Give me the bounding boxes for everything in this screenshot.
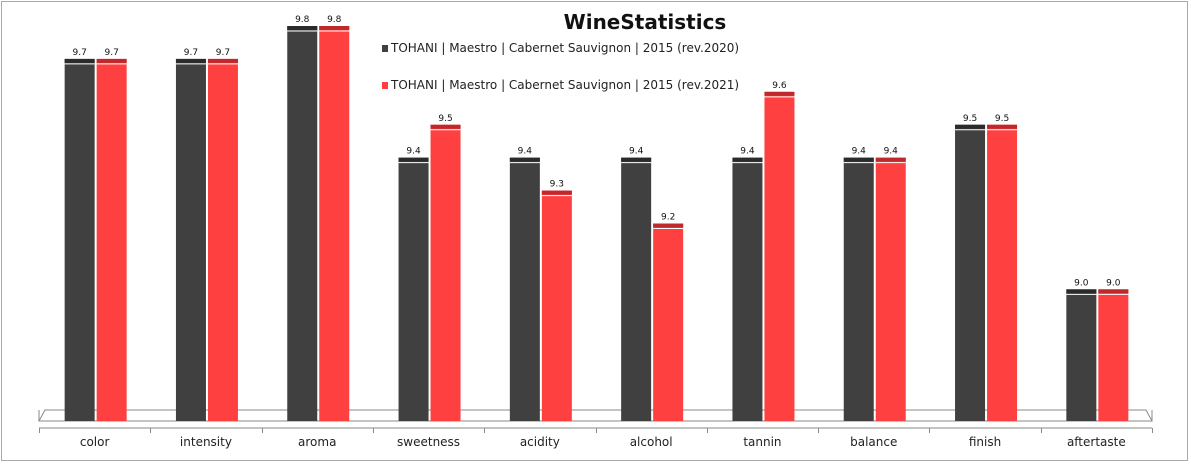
bar-cap-series-2 <box>96 58 127 63</box>
bar-value-label: 9.4 <box>740 147 755 157</box>
bar-cap-series-1 <box>398 157 429 162</box>
bar-value-label: 9.7 <box>216 48 230 58</box>
x-tick-label: tannin <box>743 435 781 449</box>
bar-series-1 <box>64 58 95 422</box>
bar-series-1 <box>955 124 986 421</box>
legend-item-series-1: TOHANI | Maestro | Cabernet Sauvignon | … <box>382 41 739 55</box>
bar-series-1 <box>621 157 652 421</box>
bar-cap-series-1 <box>175 58 206 63</box>
bar-cap-series-2 <box>541 190 572 195</box>
bar-value-label: 9.0 <box>1074 278 1089 288</box>
chart-title: WineStatistics <box>563 10 727 34</box>
bar-series-2 <box>875 157 906 421</box>
bar-value-label: 9.4 <box>406 147 421 157</box>
bar-series-2 <box>764 91 795 421</box>
bar-series-2 <box>96 58 127 422</box>
bar-cap-series-1 <box>509 157 540 162</box>
bar-cap-series-2 <box>319 26 350 30</box>
bar-series-1 <box>398 157 429 421</box>
x-tick-label: balance <box>850 435 897 449</box>
bar-value-label: 9.5 <box>963 114 977 124</box>
bar-cap-series-1 <box>287 26 318 30</box>
bar-cap-series-2 <box>653 223 684 228</box>
x-tick-label: alcohol <box>630 435 673 449</box>
bar-series-2 <box>653 223 684 421</box>
bar-series-2 <box>207 58 238 422</box>
bar-series-1 <box>175 58 206 422</box>
bar-value-label: 9.8 <box>327 15 342 25</box>
bar-value-label: 9.7 <box>72 48 86 58</box>
bar-value-label: 9.8 <box>295 15 310 25</box>
legend-swatch-series-2 <box>382 82 388 89</box>
bar-value-label: 9.4 <box>629 147 644 157</box>
bar-series-2 <box>1098 289 1129 421</box>
bar-cap-series-2 <box>875 157 906 162</box>
bar-value-label: 9.4 <box>852 147 867 157</box>
bar-cap-series-2 <box>430 124 461 129</box>
x-tick-label: intensity <box>180 435 232 449</box>
bar-cap-series-1 <box>955 124 986 129</box>
bar-series-1 <box>843 157 874 421</box>
bar-value-label: 9.2 <box>661 213 675 223</box>
bar-series-2 <box>987 124 1018 421</box>
bar-value-label: 9.5 <box>438 114 452 124</box>
bar-cap-series-2 <box>207 58 238 63</box>
bar-cap-series-1 <box>1066 289 1097 294</box>
bar-series-2 <box>319 26 350 421</box>
bar-cap-series-2 <box>1098 289 1129 294</box>
x-tick-label: aftertaste <box>1067 435 1126 449</box>
bar-value-label: 9.0 <box>1106 278 1121 288</box>
bar-series-1 <box>732 157 763 421</box>
bar-cap-series-1 <box>732 157 763 162</box>
bar-value-label: 9.6 <box>772 81 787 91</box>
x-tick-label: color <box>80 435 110 449</box>
x-axis: color intensity aroma sweetness acidity alcoh… <box>39 427 1153 449</box>
bar-cap-series-1 <box>621 157 652 162</box>
bar-series-2 <box>541 190 572 421</box>
bar-series-1 <box>1066 289 1097 421</box>
legend-label-series-1: TOHANI | Maestro | Cabernet Sauvignon | … <box>391 41 740 55</box>
x-tick-label: acidity <box>520 435 560 449</box>
bar-series-2 <box>430 124 461 421</box>
bars-group: 9.7 9.7 9.7 9.7 9.8 9.8 9.4 9.5 9.4 9.3 9.4 9.2 9.4 9… <box>64 15 1129 422</box>
x-tick-label: finish <box>969 435 1001 449</box>
bar-value-label: 9.7 <box>104 48 118 58</box>
x-tick-label: sweetness <box>397 435 460 449</box>
bar-series-1 <box>509 157 540 421</box>
bar-value-label: 9.4 <box>518 147 533 157</box>
legend-label-series-2: TOHANI | Maestro | Cabernet Sauvignon | … <box>391 78 740 92</box>
bar-series-1 <box>287 26 318 421</box>
x-tick-label: aroma <box>298 435 336 449</box>
bar-cap-series-1 <box>64 58 95 63</box>
bar-cap-series-2 <box>987 124 1018 129</box>
legend-item-series-2: TOHANI | Maestro | Cabernet Sauvignon | … <box>382 78 739 92</box>
bar-value-label: 9.5 <box>995 114 1009 124</box>
bar-value-label: 9.7 <box>184 48 198 58</box>
legend-swatch-series-1 <box>382 45 388 52</box>
bar-cap-series-1 <box>843 157 874 162</box>
bar-value-label: 9.4 <box>884 147 899 157</box>
bar-value-label: 9.3 <box>550 180 564 190</box>
bar-cap-series-2 <box>764 91 795 96</box>
